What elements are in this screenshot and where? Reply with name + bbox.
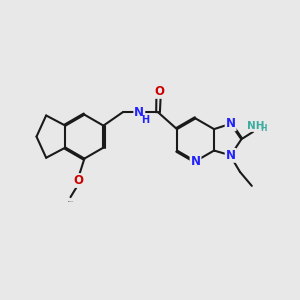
Text: H: H <box>141 115 149 125</box>
Text: N: N <box>134 106 144 119</box>
Text: methoxy: methoxy <box>68 201 74 202</box>
Text: N: N <box>190 155 200 168</box>
Text: N: N <box>226 117 236 130</box>
Text: NH: NH <box>247 122 265 131</box>
Text: N: N <box>226 149 236 162</box>
Text: O: O <box>154 85 164 98</box>
Text: O: O <box>74 174 83 187</box>
Text: H: H <box>261 124 267 133</box>
